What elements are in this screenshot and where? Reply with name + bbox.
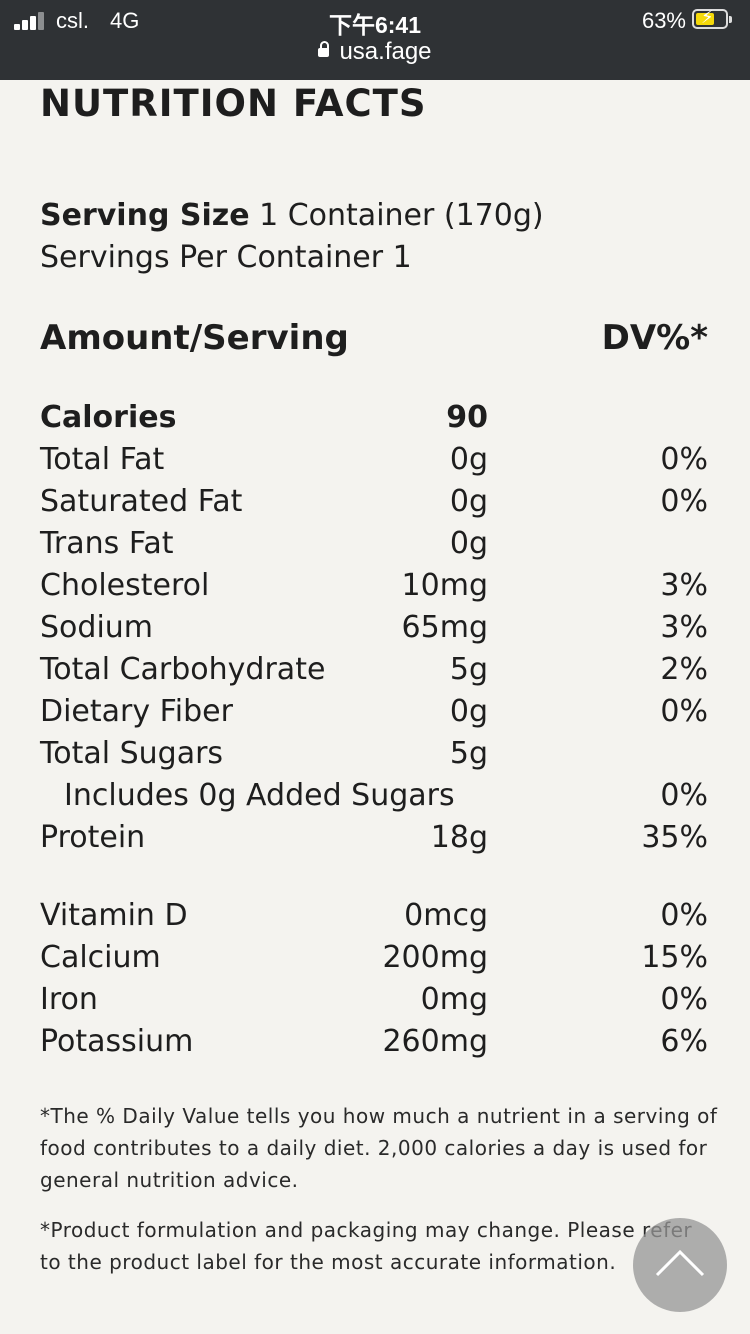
lock-icon <box>318 41 330 57</box>
charging-bolt-icon: ⚡ <box>701 7 714 28</box>
nutrient-label: Cholesterol <box>40 568 210 603</box>
nutrient-row-total-carbohydrate: Total Carbohydrate 5g 2% <box>0 652 750 694</box>
nutrient-label: Saturated Fat <box>40 484 243 519</box>
nutrient-label: Potassium <box>40 1024 194 1059</box>
nutrient-label: Includes 0g Added Sugars <box>64 778 455 813</box>
nutrient-row-includes-0g-added-sugars: Includes 0g Added Sugars 0% <box>0 778 750 820</box>
status-bar: csl. 4G 下午6:41 usa.fage 63% ⚡ <box>0 0 750 80</box>
nutrient-amount: 10mg <box>401 568 488 603</box>
nutrient-amount: 65mg <box>401 610 488 645</box>
nutrient-amount: 0mg <box>420 982 488 1017</box>
nutrient-dv: 0% <box>660 898 708 933</box>
address-bar[interactable]: usa.fage <box>0 38 750 66</box>
chevron-up-icon <box>655 1249 705 1277</box>
nutrient-label: Trans Fat <box>40 526 174 561</box>
nutrient-amount: 90 <box>446 400 488 435</box>
nutrient-amount: 260mg <box>382 1024 488 1059</box>
page-title: NUTRITION FACTS <box>40 82 427 125</box>
nutrient-dv: 0% <box>660 694 708 729</box>
nutrient-dv: 0% <box>660 778 708 813</box>
scroll-to-top-button[interactable] <box>633 1218 727 1312</box>
servings-per-container: Servings Per Container 1 <box>40 240 412 275</box>
battery-percent: 63% <box>641 8 686 33</box>
nutrient-row-calcium: Calcium 200mg 15% <box>0 940 750 982</box>
nutrient-label: Calcium <box>40 940 161 975</box>
nutrient-row-calories: Calories 90 <box>0 400 750 442</box>
serving-size-value: 1 Container (170g) <box>259 198 544 233</box>
nutrient-label: Dietary Fiber <box>40 694 233 729</box>
battery-icon: ⚡ <box>692 7 732 29</box>
serving-size-label: Serving Size <box>40 198 250 233</box>
nutrient-label: Total Sugars <box>40 736 224 771</box>
clock: 下午6:41 <box>328 12 422 38</box>
serving-size: Serving Size 1 Container (170g) <box>40 198 544 233</box>
nutrient-row-sodium: Sodium 65mg 3% <box>0 610 750 652</box>
network-type: 4G <box>110 8 140 33</box>
nutrient-row-vitamin-d: Vitamin D 0mcg 0% <box>0 898 750 940</box>
nutrient-label: Protein <box>40 820 146 855</box>
nutrient-amount: 0g <box>449 526 488 561</box>
nutrient-label: Sodium <box>40 610 154 645</box>
nutrient-label: Total Fat <box>40 442 165 477</box>
nutrient-row-protein: Protein 18g 35% <box>0 820 750 862</box>
nutrient-dv: 0% <box>660 484 708 519</box>
carrier-name: csl. <box>56 8 89 33</box>
nutrient-row-dietary-fiber: Dietary Fiber 0g 0% <box>0 694 750 736</box>
nutrient-row-saturated-fat: Saturated Fat 0g 0% <box>0 484 750 526</box>
nutrient-amount: 0g <box>449 484 488 519</box>
url-text: usa.fage <box>339 38 432 65</box>
nutrient-row-iron: Iron 0mg 0% <box>0 982 750 1024</box>
nutrient-amount: 18g <box>430 820 488 855</box>
nutrient-amount: 0g <box>449 694 488 729</box>
nutrient-dv: 0% <box>660 442 708 477</box>
nutrient-row-total-sugars: Total Sugars 5g <box>0 736 750 778</box>
battery-fill <box>696 13 714 25</box>
daily-value-note: *The % Daily Value tells you how much a … <box>40 1104 718 1192</box>
nutrient-row-trans-fat: Trans Fat 0g <box>0 526 750 568</box>
nutrient-dv: 6% <box>660 1024 708 1059</box>
dv-header: DV%* <box>601 318 708 358</box>
nutrient-amount: 0mcg <box>404 898 488 933</box>
formulation-note: *Product formulation and packaging may c… <box>40 1218 693 1274</box>
nutrient-dv: 35% <box>641 820 708 855</box>
nutrient-row-total-fat: Total Fat 0g 0% <box>0 442 750 484</box>
nutrient-amount: 0g <box>449 442 488 477</box>
nutrient-dv: 3% <box>660 568 708 603</box>
nutrient-label: Vitamin D <box>40 898 188 933</box>
nutrient-dv: 3% <box>660 610 708 645</box>
nutrient-label: Total Carbohydrate <box>40 652 326 687</box>
amount-header: Amount/Serving <box>40 318 349 358</box>
nutrient-row-cholesterol: Cholesterol 10mg 3% <box>0 568 750 610</box>
nutrient-label: Calories <box>40 400 177 435</box>
nutrient-dv: 0% <box>660 982 708 1017</box>
nutrient-amount: 200mg <box>382 940 488 975</box>
nutrient-row-potassium: Potassium 260mg 6% <box>0 1024 750 1066</box>
signal-icon <box>14 12 48 30</box>
nutrient-label: Iron <box>40 982 98 1017</box>
nutrient-dv: 15% <box>641 940 708 975</box>
nutrient-amount: 5g <box>449 652 488 687</box>
nutrient-dv: 2% <box>660 652 708 687</box>
nutrient-amount: 5g <box>449 736 488 771</box>
